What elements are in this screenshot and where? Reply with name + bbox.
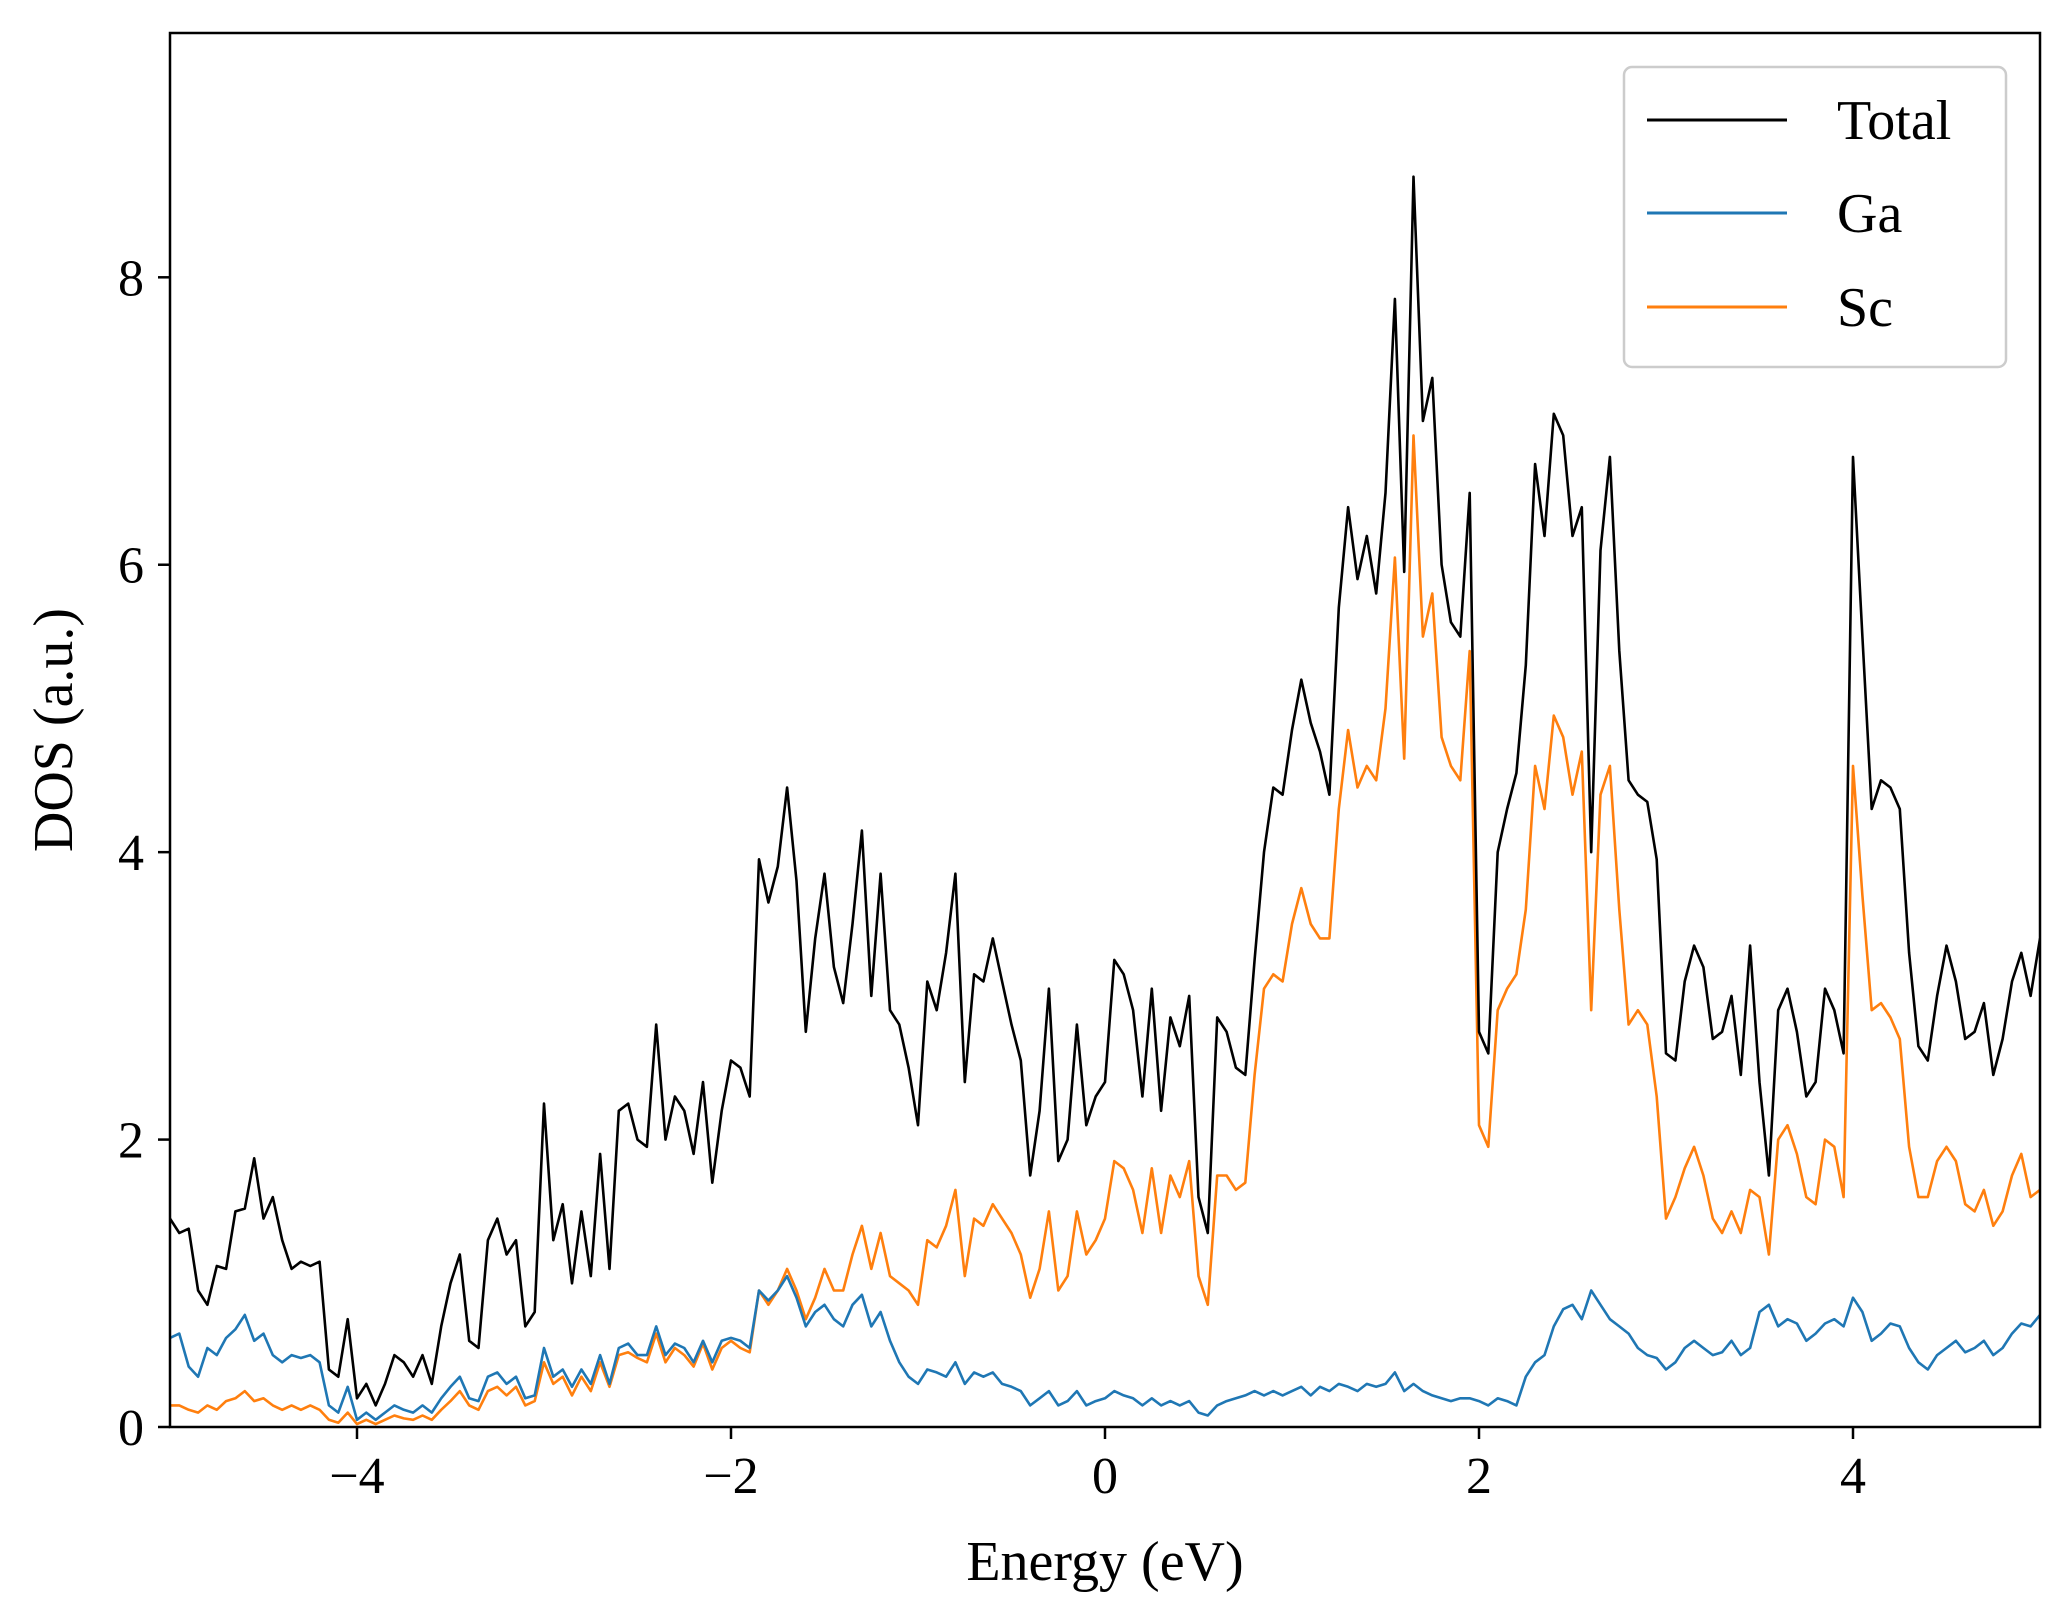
series-line-total bbox=[170, 175, 2040, 1407]
x-tick-label: 0 bbox=[1092, 1448, 1118, 1505]
y-axis-label: DOS (a.u.) bbox=[23, 608, 85, 852]
legend-label-ga: Ga bbox=[1837, 183, 1902, 245]
x-axis-ticks: −4 −2 0 2 4 bbox=[329, 1427, 1866, 1505]
y-tick-label: 0 bbox=[118, 1400, 144, 1457]
legend: Total Ga Sc bbox=[1622, 65, 2008, 369]
y-axis-ticks: 0 2 4 6 8 bbox=[118, 250, 170, 1457]
legend-box bbox=[1622, 65, 2008, 369]
series-line-ga bbox=[170, 1274, 2040, 1422]
x-tick-label: −4 bbox=[329, 1448, 384, 1505]
y-tick-label: 8 bbox=[118, 250, 144, 307]
series-line-sc bbox=[170, 434, 2040, 1426]
x-tick-label: 2 bbox=[1466, 1448, 1492, 1505]
legend-label-sc: Sc bbox=[1837, 277, 1893, 339]
x-axis-label: Energy (eV) bbox=[966, 1531, 1243, 1593]
y-tick-label: 2 bbox=[118, 1113, 144, 1170]
y-tick-label: 4 bbox=[118, 825, 144, 882]
x-tick-label: 4 bbox=[1840, 1448, 1866, 1505]
legend-label-total: Total bbox=[1837, 90, 1951, 152]
x-tick-label: −2 bbox=[703, 1448, 758, 1505]
plot-lines bbox=[170, 175, 2040, 1426]
y-tick-label: 6 bbox=[118, 538, 144, 595]
